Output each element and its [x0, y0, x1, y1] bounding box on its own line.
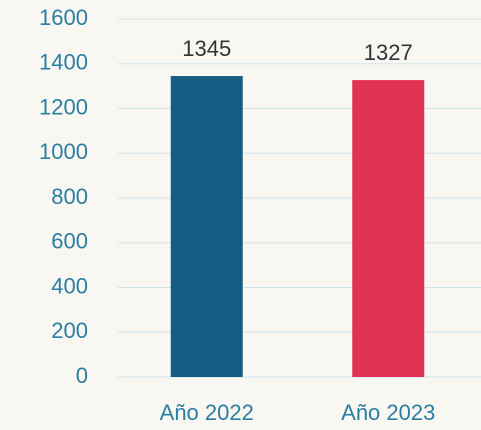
y-tick-label: 1000 — [39, 139, 88, 164]
y-tick-label: 1600 — [39, 5, 88, 30]
y-tick-label: 800 — [51, 184, 88, 209]
y-tick-label: 400 — [51, 273, 88, 298]
bar — [352, 80, 425, 378]
y-tick-label: 1200 — [39, 94, 88, 119]
y-tick-label: 1400 — [39, 50, 88, 75]
x-tick-label: Año 2023 — [341, 400, 435, 425]
y-tick-label: 0 — [76, 363, 88, 388]
y-tick-label: 600 — [51, 229, 88, 254]
x-tick-label: Año 2022 — [160, 400, 254, 425]
y-tick-label: 200 — [51, 318, 88, 343]
data-label: 1345 — [182, 36, 231, 61]
bar — [170, 76, 243, 378]
data-label: 1327 — [364, 40, 413, 65]
